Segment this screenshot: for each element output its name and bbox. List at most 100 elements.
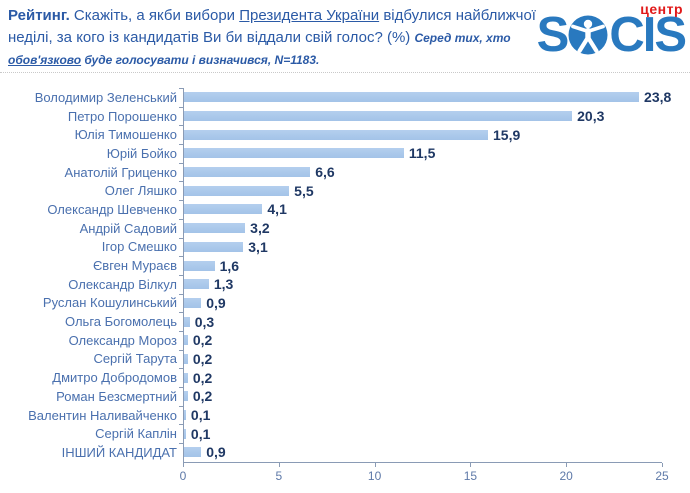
bar-area: 1,3 — [179, 274, 662, 294]
value-label: 0,3 — [194, 313, 215, 330]
value-label: 15,9 — [493, 126, 521, 143]
chart-row: Сергій Тарута 0,2 — [0, 349, 662, 369]
chart-row: Сергій Каплін 0,1 — [0, 424, 662, 444]
value-label: 3,1 — [248, 238, 268, 255]
bar — [184, 297, 202, 308]
candidate-label: Ігор Смешко — [101, 239, 177, 255]
question-part1: Скажіть, а якби вибори — [73, 7, 236, 24]
bar-area: 3,2 — [179, 218, 662, 238]
candidate-label: Валентин Наливайченко — [28, 407, 177, 423]
bar-area: 0,2 — [179, 349, 662, 369]
bar-area: 5,5 — [179, 181, 662, 201]
candidate-label: Олег Ляшко — [104, 183, 177, 199]
bar — [184, 185, 290, 196]
chart-row: Володимир Зеленський 23,8 — [0, 88, 671, 107]
socis-logo: центр S CIS — [536, 1, 687, 62]
bar-area: 0,3 — [179, 312, 662, 331]
candidate-label: Ольга Богомолець — [65, 314, 177, 330]
bar — [184, 111, 573, 122]
x-tick-mark — [662, 463, 663, 467]
bar — [184, 167, 311, 178]
bar — [184, 129, 488, 140]
candidate-label: Євген Мураєв — [92, 258, 177, 274]
logo-center-label: центр — [640, 1, 683, 17]
value-label: 4,1 — [267, 201, 287, 218]
value-label: 23,8 — [644, 89, 672, 106]
sample-note-part2: буде голосувати і визначився, N=1183. — [84, 53, 320, 67]
value-label: 3,2 — [250, 220, 270, 237]
chart-row: Олександр Шевченко 4,1 — [0, 200, 662, 219]
question-title: Рейтинг. — [8, 7, 70, 24]
bar-area: 0,1 — [179, 405, 662, 425]
bar — [184, 241, 244, 252]
bar-area: 0,1 — [179, 424, 662, 444]
logo-letter-s: S — [536, 8, 570, 62]
value-label: 0,2 — [192, 369, 213, 386]
x-tick-mark — [278, 463, 280, 467]
bar — [184, 204, 263, 215]
x-tick-label: 10 — [367, 469, 382, 483]
header-separator-line — [0, 72, 690, 73]
logo-brand-text: S CIS — [536, 8, 687, 62]
candidate-label: Петро Порошенко — [67, 108, 177, 124]
chart-row: ІНШИЙ КАНДИДАТ 0,9 — [0, 443, 662, 462]
chart-row: Олександр Вілкул 1,3 — [0, 274, 662, 294]
bar-area: 0,2 — [179, 387, 662, 406]
x-tick-label: 5 — [275, 469, 283, 483]
sample-note-part1: Серед тих, хто — [414, 31, 511, 45]
chart-row: Андрій Садовий 3,2 — [0, 218, 662, 238]
value-label: 0,2 — [192, 350, 213, 367]
bar — [184, 428, 186, 439]
x-tick-mark — [183, 463, 184, 467]
candidate-label: ІНШИЙ КАНДИДАТ — [61, 444, 177, 460]
x-tick-mark — [374, 463, 376, 467]
value-label: 5,5 — [294, 182, 314, 199]
bar-area: 23,8 — [179, 88, 671, 107]
bar-area: 6,6 — [179, 162, 662, 182]
chart-row: Олександр Мороз 0,2 — [0, 330, 662, 350]
bar-area: 20,3 — [179, 106, 662, 126]
bar — [184, 335, 188, 346]
x-tick-mark — [566, 463, 568, 467]
candidate-label: Олександр Вілкул — [68, 276, 177, 292]
question-underlined: Президента України — [239, 7, 380, 24]
value-label: 11,5 — [408, 145, 436, 162]
bar-area: 0,9 — [179, 293, 662, 313]
chart-row: Анатолій Гриценко 6,6 — [0, 162, 662, 182]
bar — [184, 447, 202, 458]
candidate-label: Сергій Тарута — [93, 351, 177, 367]
chart-row: Руслан Кошулинський 0,9 — [0, 293, 662, 313]
chart-row: Дмитро Добродомов 0,2 — [0, 368, 662, 387]
chart-row: Євген Мураєв 1,6 — [0, 256, 662, 275]
candidate-label: Андрій Садовий — [79, 220, 177, 236]
x-tick-label: 25 — [655, 469, 669, 483]
value-label: 0,2 — [192, 388, 213, 405]
vitruvian-man-icon — [568, 15, 608, 55]
chart-row: Роман Безсмертний 0,2 — [0, 387, 662, 406]
x-tick-label: 15 — [463, 469, 478, 483]
candidate-label: Олександр Шевченко — [47, 201, 177, 217]
bar-area: 15,9 — [179, 125, 662, 145]
candidate-label: Юлія Тимошенко — [74, 127, 177, 143]
bar — [184, 372, 188, 383]
candidate-label: Сергій Каплін — [95, 426, 177, 442]
bar-area: 0,2 — [179, 330, 662, 350]
bar — [184, 92, 640, 103]
candidate-label: Дмитро Добродомов — [52, 370, 177, 386]
value-label: 0,2 — [192, 332, 213, 349]
bar-area: 11,5 — [179, 144, 662, 163]
logo-letters-cis: CIS — [609, 8, 687, 62]
candidate-label: Олександр Мороз — [68, 332, 177, 348]
sample-note-underlined: обов'язково — [8, 53, 82, 67]
question-part2: відбулися найближчої неділі, за кого із … — [8, 7, 536, 46]
chart-row: Ольга Богомолець 0,3 — [0, 312, 662, 331]
rating-bar-chart: Володимир Зеленський 23,8 Петро Порошенк… — [0, 88, 671, 462]
chart-row: Олег Ляшко 5,5 — [0, 181, 662, 201]
x-tick-label: 0 — [179, 469, 187, 483]
candidate-label: Роман Безсмертний — [56, 388, 177, 404]
x-axis: 0 5 10 15 20 25 — [179, 462, 669, 489]
x-tick-mark — [470, 463, 472, 467]
bar — [184, 279, 209, 290]
bar-area: 0,9 — [179, 443, 662, 462]
